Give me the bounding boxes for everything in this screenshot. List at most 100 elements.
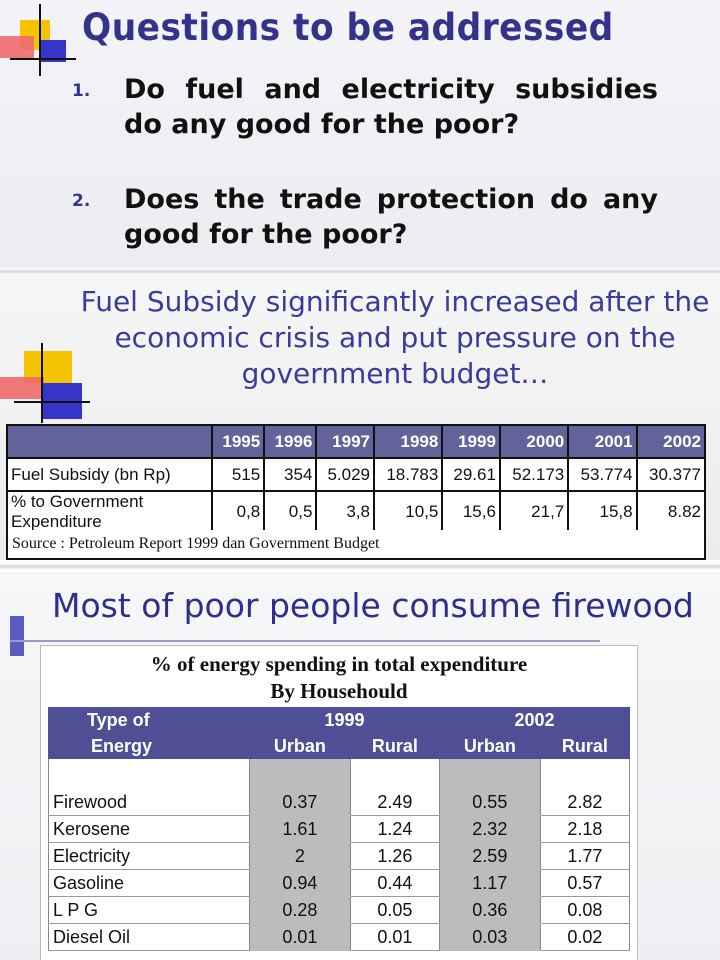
table-row: Electricity 2 1.26 2.59 1.77 [48, 842, 631, 870]
table-cell: 29.61 [441, 457, 501, 492]
column-header: Urban [438, 733, 541, 759]
slide-firewood: Most of poor people consume firewood % o… [0, 572, 720, 960]
energy-type: Electricity [48, 842, 250, 870]
energy-type: Gasoline [48, 869, 250, 897]
table-cell: 21,7 [498, 490, 570, 534]
table-cell [438, 759, 541, 789]
spacer-row [48, 759, 631, 789]
table-cell: 0.05 [349, 896, 440, 924]
table-cell: 354 [263, 457, 318, 492]
header-cell: Energy [48, 733, 250, 759]
slide-title: Questions to be addressed [82, 6, 614, 49]
question-item: 2. Does the trade protection do any good… [72, 182, 672, 254]
question-text: Does the trade protection do any good fo… [124, 184, 658, 250]
energy-type: Kerosene [48, 815, 250, 843]
energy-type: Firewood [48, 789, 250, 816]
table-cell: 30.377 [635, 457, 707, 492]
slide-divider [0, 563, 720, 570]
row-label: % to Government Expenditure [6, 490, 213, 534]
table-cell: 1.26 [349, 842, 440, 870]
table-cell: 1.61 [249, 815, 351, 843]
column-header: Rural [349, 733, 440, 759]
table-row: L P G 0.28 0.05 0.36 0.08 [48, 896, 631, 924]
table-cell: 15,6 [441, 490, 501, 534]
table-cell [249, 759, 351, 789]
table-cell: 0.55 [438, 789, 541, 816]
year-header: 2000 [498, 424, 570, 459]
slide-decoration [0, 616, 600, 656]
table-cell: 10,5 [372, 490, 444, 534]
energy-spending-table: Type of 1999 2002 Energy Urban Rural Urb… [48, 707, 631, 951]
table-cell: 2.59 [438, 842, 541, 870]
table-cell: 0.08 [539, 896, 631, 924]
table-cell: 0.57 [539, 869, 631, 897]
slide-title: Fuel Subsidy significantly increased aft… [80, 285, 710, 390]
question-item: 1. Do fuel and electricity subsidies do … [72, 72, 672, 144]
year-header: 2002 [635, 424, 707, 459]
table-subtitle: By Househould [270, 679, 408, 703]
table-cell: 515 [210, 457, 266, 492]
list-number: 2. [72, 191, 91, 211]
slide-divider [0, 268, 720, 275]
table-cell: 3,8 [315, 490, 375, 534]
table-cell: 0.94 [249, 869, 351, 897]
slide-decoration [0, 0, 80, 80]
list-number: 1. [72, 81, 91, 101]
table-cell: 0,8 [210, 490, 266, 534]
year-header: 1997 [315, 424, 375, 459]
table-cell [48, 759, 250, 789]
energy-type: Diesel Oil [48, 923, 250, 951]
year-header: 1999 [249, 707, 440, 733]
year-header: 1999 [441, 424, 501, 459]
row-label: Fuel Subsidy (bn Rp) [6, 457, 213, 492]
table-cell: 2 [249, 842, 351, 870]
table-cell: 0.28 [249, 896, 351, 924]
year-header: 1995 [210, 424, 266, 459]
table-cell: 18.783 [372, 457, 444, 492]
column-header: Urban [249, 733, 351, 759]
table-cell: 1.17 [438, 869, 541, 897]
question-text: Do fuel and electricity subsidies do any… [124, 74, 658, 140]
table-cell: 2.32 [438, 815, 541, 843]
source-note: Source : Petroleum Report 1999 dan Gover… [6, 530, 706, 560]
table-cell: 0.01 [349, 923, 440, 951]
table-cell: 0.36 [438, 896, 541, 924]
table-row: Diesel Oil 0.01 0.01 0.03 0.02 [48, 923, 631, 951]
slide-questions: Questions to be addressed 1. Do fuel and… [0, 0, 720, 268]
year-header: 2002 [438, 707, 631, 733]
table-row: Firewood 0.37 2.49 0.55 2.82 [48, 789, 631, 816]
table-title: % of energy spending in total expenditur… [150, 652, 528, 676]
header-cell: Type of [48, 707, 250, 733]
year-header: 1996 [263, 424, 318, 459]
header-cell [6, 424, 213, 459]
slide-fuel-subsidy: Fuel Subsidy significantly increased aft… [0, 275, 720, 560]
table-row: % to Government Expenditure 0,8 0,5 3,8 … [6, 490, 707, 534]
table-cell: 1.77 [539, 842, 631, 870]
table-cell: 52.173 [498, 457, 570, 492]
table-cell: 2.49 [349, 789, 440, 816]
slide-title: Most of poor people consume firewood [52, 586, 694, 625]
table-row: Fuel Subsidy (bn Rp) 515 354 5.029 18.78… [6, 457, 707, 492]
fuel-subsidy-table: 1995 1996 1997 1998 1999 2000 2001 2002 … [6, 424, 707, 534]
table-row: Gasoline 0.94 0.44 1.17 0.57 [48, 869, 631, 897]
table-cell: 0.44 [349, 869, 440, 897]
table-cell: 5.029 [315, 457, 375, 492]
table-cell: 0,5 [263, 490, 318, 534]
energy-type: L P G [48, 896, 250, 924]
table-row: Kerosene 1.61 1.24 2.32 2.18 [48, 815, 631, 843]
year-header: 2001 [567, 424, 638, 459]
table-header-row: 1995 1996 1997 1998 1999 2000 2001 2002 [6, 424, 707, 459]
table-header-row: Energy Urban Rural Urban Rural [48, 733, 631, 759]
table-cell: 0.02 [539, 923, 631, 951]
table-cell [349, 759, 440, 789]
table-cell: 2.18 [539, 815, 631, 843]
table-cell: 53.774 [567, 457, 638, 492]
table-cell: 0.01 [249, 923, 351, 951]
table-cell: 8.82 [635, 490, 707, 534]
slide-decoration [0, 343, 90, 423]
table-cell: 15,8 [567, 490, 638, 534]
table-cell [539, 759, 631, 789]
table-cell: 0.37 [249, 789, 351, 816]
table-cell: 2.82 [539, 789, 631, 816]
column-header: Rural [539, 733, 631, 759]
